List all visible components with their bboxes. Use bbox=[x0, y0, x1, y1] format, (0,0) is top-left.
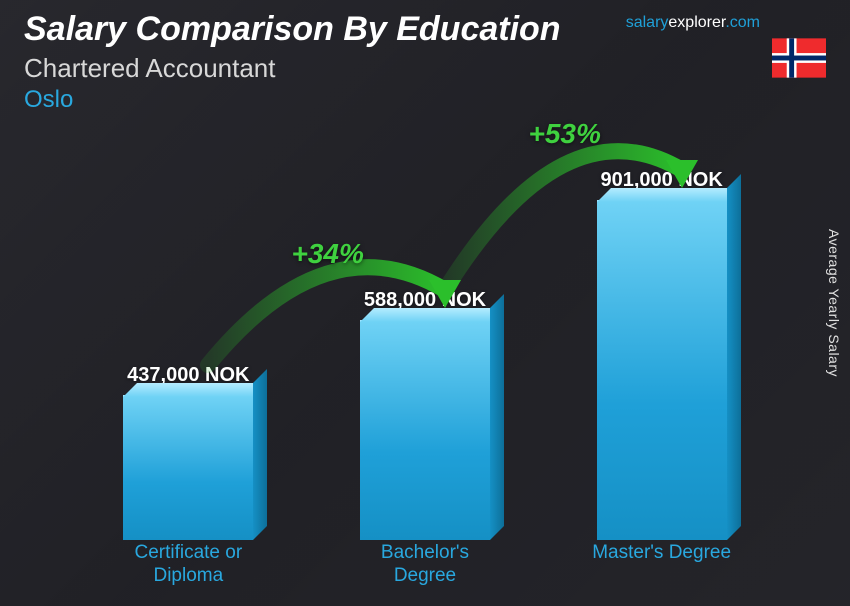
salary-chart: 437,000 NOK 588,000 NOK 901,000 NOK Certif… bbox=[70, 150, 780, 588]
bar-1: 588,000 NOK bbox=[350, 289, 500, 540]
bar-0: 437,000 NOK bbox=[113, 364, 263, 540]
page-subtitle: Chartered Accountant bbox=[24, 53, 826, 84]
bar-rect bbox=[123, 395, 253, 540]
bar-label: Bachelor's Degree bbox=[350, 542, 500, 588]
bar-rect bbox=[360, 320, 490, 540]
bar-rect bbox=[597, 200, 727, 540]
increase-pct: +53% bbox=[529, 118, 601, 150]
bar-2: 901,000 NOK bbox=[587, 169, 737, 540]
brand-link[interactable]: salaryexplorer.com bbox=[626, 14, 760, 32]
y-axis-label: Average Yearly Salary bbox=[826, 229, 842, 377]
bar-label: Master's Degree bbox=[587, 542, 737, 588]
flag-norway-icon bbox=[772, 38, 826, 78]
page-location: Oslo bbox=[24, 86, 826, 114]
bar-label: Certificate or Diploma bbox=[113, 542, 263, 588]
increase-pct: +34% bbox=[292, 238, 364, 270]
